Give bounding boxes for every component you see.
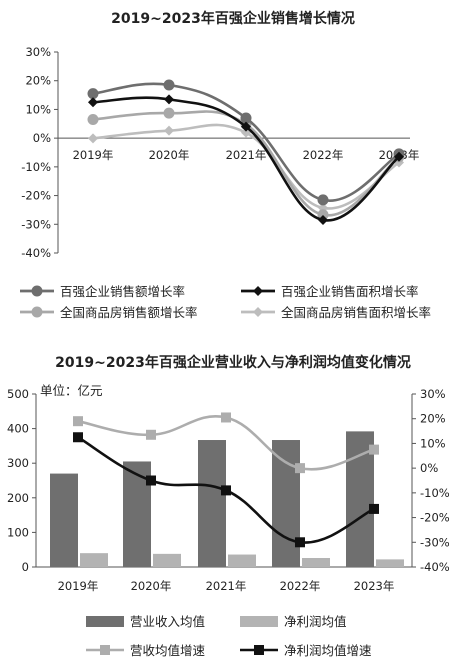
chart1-legend-label: 全国商品房销售额增长率: [60, 305, 198, 320]
chart2-right-tick-label: 20%: [420, 412, 446, 426]
chart1-data-point: [164, 94, 174, 105]
chart2-legend-label: 净利润均值: [284, 614, 347, 629]
chart2-left-tick-label: 400: [7, 422, 29, 436]
chart1-series-line: [92, 123, 400, 210]
chart2-data-point: [146, 429, 156, 440]
chart2-profit-bar: [153, 553, 181, 567]
chart1-x-tick-label: 2020年: [149, 148, 190, 162]
chart1-series-line: [92, 110, 400, 217]
chart2-profit-bar: [376, 559, 404, 567]
chart1-y-tick-label: -40%: [21, 246, 51, 260]
chart2-title: 2019~2023年百强企业营业收入与净利润均值变化情况: [55, 354, 411, 371]
chart2-data-point: [73, 432, 83, 443]
chart1-data-point: [88, 97, 98, 108]
chart1-x-tick-label: 2021年: [226, 148, 267, 162]
chart1-series-line: [92, 82, 400, 202]
chart1-y-tick-label: 10%: [25, 102, 51, 116]
chart1-data-point: [241, 121, 251, 132]
chart1-x-tick-label: 2022年: [303, 148, 344, 162]
chart2-left-tick-label: 200: [7, 491, 29, 505]
chart2-plot-area: 500 400 300 200 100 0 30% 20% 10% 0% -10% -20% -30% -…: [7, 387, 450, 593]
chart2-left-tick-label: 0: [22, 560, 29, 574]
chart2-profit-bar: [302, 558, 330, 567]
chart2-revenue-bar: [198, 440, 226, 567]
chart2-data-point: [369, 444, 379, 455]
chart2-right-tick-label: 0%: [420, 461, 438, 475]
chart1-legend-marker: [31, 285, 43, 297]
chart2-left-tick-label: 100: [7, 525, 29, 539]
chart2-x-tick-label: 2022年: [280, 579, 321, 593]
chart1-legend-marker: [31, 306, 43, 318]
chart1-legend-marker: [253, 286, 263, 296]
chart1-y-tick-label: 30%: [25, 45, 51, 59]
chart2-legend-label: 营业收入均值: [130, 614, 205, 629]
chart2-left-tick-label: 300: [7, 456, 29, 470]
chart1-legend-label: 全国商品房销售面积增长率: [281, 305, 431, 320]
revenue-profit-chart: 2019~2023年百强企业营业收入与净利润均值变化情况 单位：亿元 500 40…: [7, 354, 450, 658]
chart1-plot-area: 30% 20% 10% 0% -10% -20% -30% -40% 2019年 2020年 202…: [21, 45, 419, 260]
chart2-profit-bar: [228, 554, 256, 567]
chart1-data-point: [317, 209, 329, 221]
chart2-data-point: [146, 475, 156, 486]
chart2-right-tick-label: -10%: [420, 486, 450, 500]
chart2-right-tick-label: -30%: [420, 535, 450, 549]
chart1-legend-label: 百强企业销售额增长率: [60, 284, 185, 299]
chart1-y-tick-label: 20%: [25, 74, 51, 88]
chart2-right-tick-label: 30%: [420, 387, 446, 401]
chart2-data-point: [369, 503, 379, 514]
chart2-legend-swatch: [86, 616, 124, 627]
sales-growth-chart: 2019~2023年百强企业销售增长情况 30% 20% 10% 0% -10% -20%…: [20, 10, 431, 320]
chart1-x-tick-label: 2019年: [73, 148, 114, 162]
chart2-revenue-bar: [272, 440, 300, 567]
chart1-data-point: [317, 194, 329, 206]
chart2-revenue-bar: [50, 473, 78, 567]
chart1-y-tick-label: -10%: [21, 160, 51, 174]
chart2-data-point: [221, 485, 231, 496]
chart2-data-point: [295, 537, 305, 548]
chart2-profit-bar: [80, 553, 108, 567]
chart2-x-tick-label: 2023年: [354, 579, 395, 593]
chart2-left-tick-label: 500: [7, 387, 29, 401]
chart1-data-point: [87, 113, 99, 125]
chart2-x-tick-label: 2019年: [58, 579, 99, 593]
chart2-legend-label: 营收均值增速: [130, 643, 206, 658]
chart1-y-tick-label: -20%: [21, 189, 51, 203]
chart2-x-tick-label: 2021年: [206, 579, 247, 593]
chart2-legend-marker: [100, 645, 110, 655]
chart1-data-point: [318, 214, 328, 225]
chart1-y-tick-label: 0%: [33, 131, 51, 145]
chart1-data-point: [88, 133, 98, 144]
chart2-data-point: [221, 412, 231, 423]
chart1-data-point: [240, 112, 252, 124]
chart2-data-point: [295, 463, 305, 474]
chart1-data-point: [164, 125, 174, 136]
chart1-data-point: [163, 79, 175, 91]
chart2-right-tick-label: -40%: [420, 560, 450, 574]
chart2-x-tick-label: 2020年: [131, 579, 172, 593]
chart1-series-line: [92, 96, 400, 222]
chart2-right-tick-label: 10%: [420, 436, 446, 450]
chart2-legend-label: 净利润均值增速: [284, 643, 372, 658]
chart2-unit-label: 单位：亿元: [40, 383, 103, 398]
chart2-data-point: [73, 416, 83, 427]
chart1-data-point: [87, 88, 99, 100]
chart2-right-tick-label: -20%: [420, 511, 450, 525]
chart2-legend-swatch: [240, 616, 278, 627]
chart1-legend-marker: [253, 307, 263, 317]
chart1-title: 2019~2023年百强企业销售增长情况: [111, 10, 355, 27]
chart1-legend-label: 百强企业销售面积增长率: [281, 284, 419, 299]
chart1-y-tick-label: -30%: [21, 217, 51, 231]
chart1-data-point: [394, 151, 404, 162]
chart2-legend-marker: [254, 645, 264, 655]
chart1-data-point: [163, 107, 175, 119]
